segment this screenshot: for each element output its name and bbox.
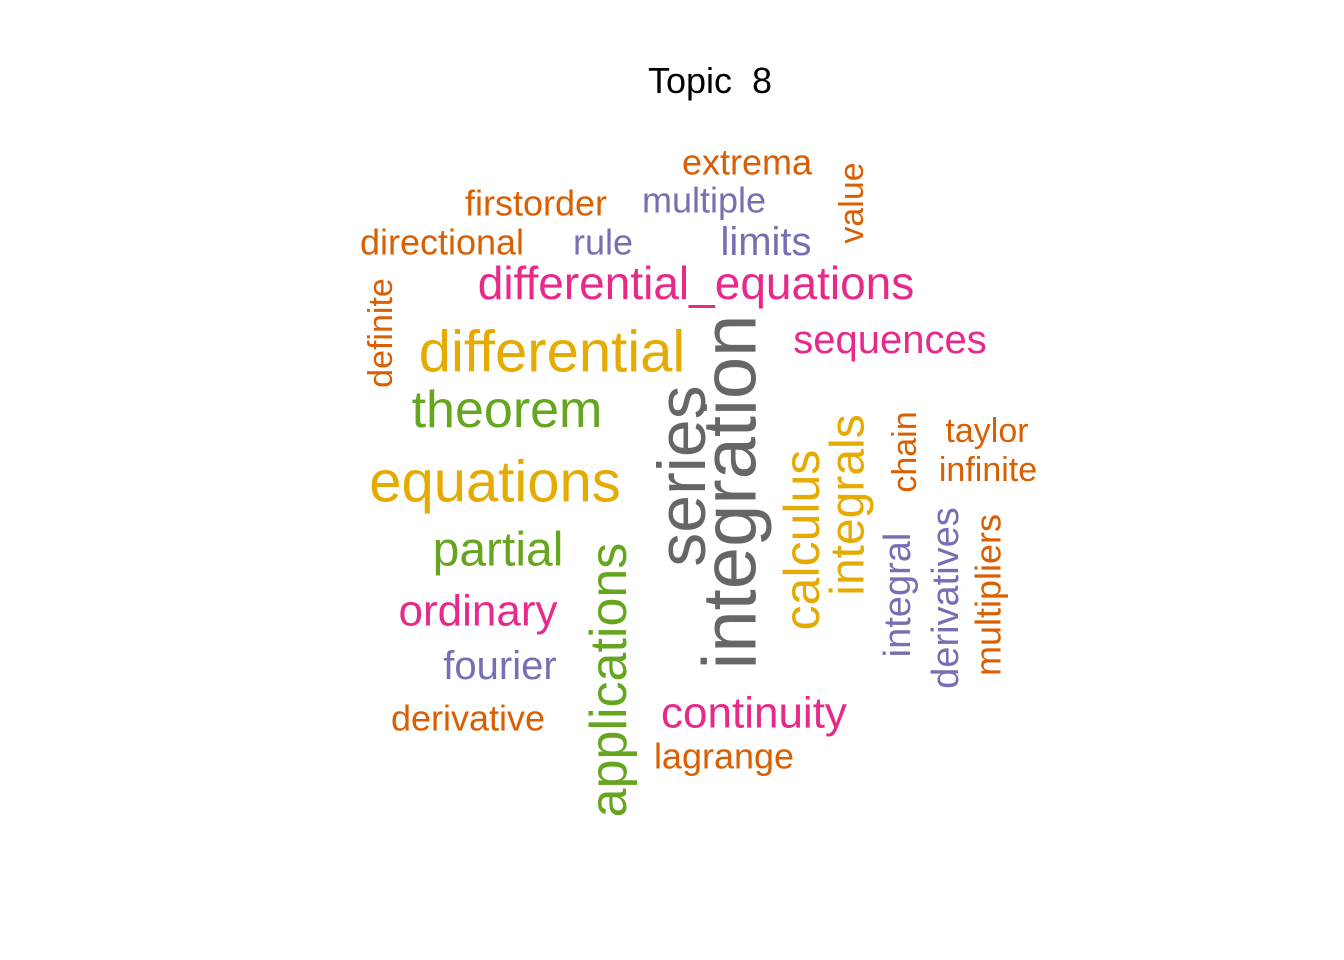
word-lagrange: lagrange [654, 736, 794, 777]
word-derivatives: derivatives [925, 507, 967, 689]
word-differential: differential [419, 320, 686, 385]
word-definite: definite [362, 278, 400, 388]
word-rule: rule [573, 222, 633, 263]
word-directional: directional [360, 222, 524, 263]
word-fourier: fourier [443, 644, 556, 688]
word-partial: partial [433, 524, 564, 577]
word-multipliers: multipliers [968, 514, 1009, 676]
word-infinite: infinite [939, 451, 1037, 489]
word-theorem: theorem [412, 381, 603, 439]
word-integral: integral [877, 533, 919, 658]
word-applications: applications [580, 543, 638, 818]
word-equations: equations [369, 450, 621, 515]
word-limits: limits [720, 220, 811, 264]
word-sequences: sequences [793, 318, 986, 362]
word-chain: chain [886, 411, 924, 492]
word-differential-equations: differential_equations [478, 257, 914, 309]
word-value: value [833, 162, 871, 243]
word-integration: integration [688, 315, 773, 670]
word-ordinary: ordinary [399, 587, 558, 636]
word-multiple: multiple [642, 180, 766, 221]
word-derivative: derivative [391, 698, 545, 739]
word-continuity: continuity [661, 689, 847, 738]
chart-title: Topic 8 [647, 60, 773, 101]
word-firstorder: firstorder [465, 183, 607, 224]
word-taylor: taylor [945, 412, 1028, 450]
word-calculus: calculus [774, 450, 830, 631]
word-extrema: extrema [682, 142, 813, 183]
word-series: series [644, 385, 720, 566]
word-integrals: integrals [822, 414, 875, 595]
